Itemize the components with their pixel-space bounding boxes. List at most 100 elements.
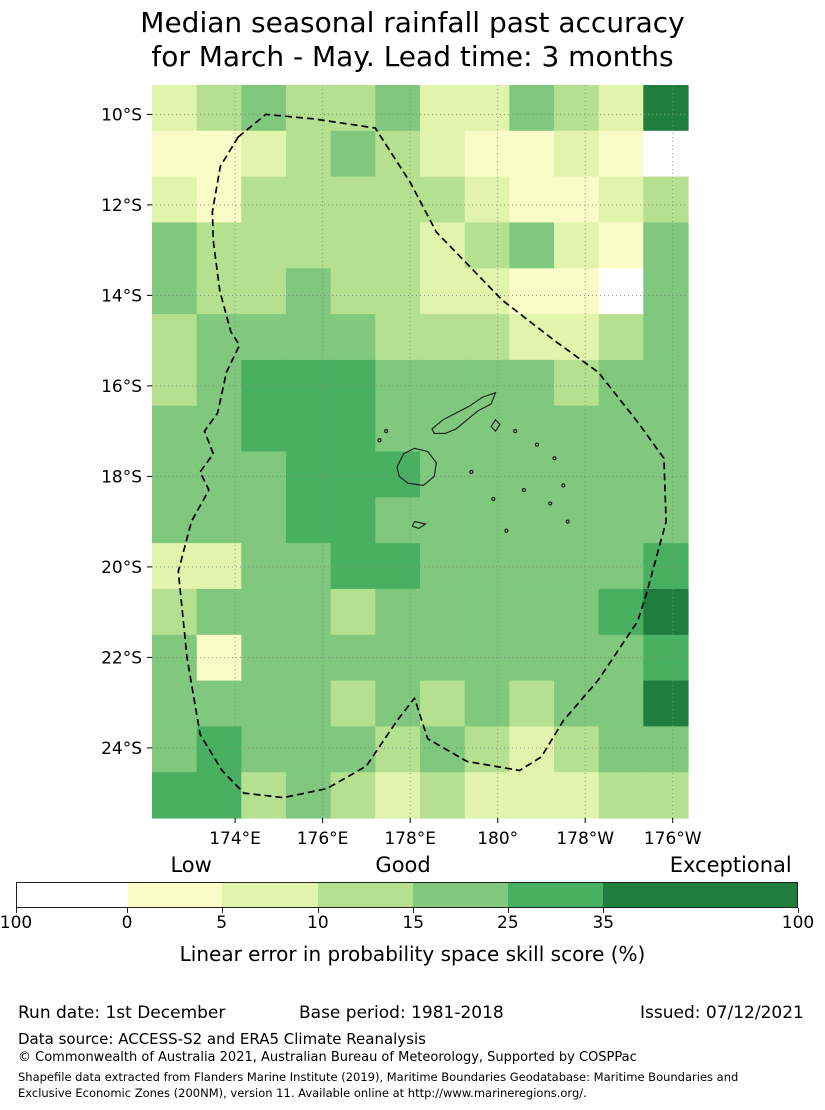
grid-cell: [152, 314, 198, 361]
grid-cell: [286, 130, 332, 178]
grid-cell: [330, 634, 376, 682]
grid-cell: [241, 543, 287, 590]
y-tick-label: 24°S: [101, 739, 142, 759]
grid-cell: [152, 543, 198, 590]
colorbar-category-labels: Low Good Exceptional: [16, 853, 798, 881]
grid-cell: [420, 588, 466, 636]
grid-cell: [375, 634, 421, 682]
grid-cell: [152, 85, 198, 132]
colorbar-tick-labels: 100 0 5 10 15 25 35 100: [0, 913, 814, 933]
grid-cell: [643, 130, 689, 178]
grid-cell: [286, 543, 332, 590]
grid-cell: [375, 497, 421, 544]
grid-cell: [598, 772, 644, 819]
grid-cell: [598, 359, 644, 407]
grid-cell: [330, 726, 376, 773]
grid-cell: [152, 680, 198, 727]
islet: [534, 442, 540, 447]
grid-cell: [330, 176, 376, 223]
grid-cell: [330, 222, 376, 269]
grid-cell: [152, 222, 198, 269]
island-vanua-levu: [431, 391, 497, 434]
grid-cell: [375, 405, 421, 453]
grid-cell: [598, 634, 644, 682]
grid-cell: [420, 268, 466, 315]
y-tick-label: 14°S: [101, 286, 142, 306]
grid-cell: [375, 451, 421, 498]
y-tick-label: 22°S: [101, 648, 142, 668]
grid-cell: [598, 405, 644, 453]
grid-cell: [554, 588, 600, 636]
colorbar-axis-label: Linear error in probability space skill …: [179, 942, 646, 966]
grid-cell: [196, 497, 242, 544]
grid-cell: [196, 680, 242, 727]
grid-cell: [643, 85, 689, 132]
islet: [513, 429, 518, 434]
y-tick-label: 10°S: [101, 105, 142, 125]
grid-cell: [554, 85, 600, 132]
grid-cell: [375, 680, 421, 727]
grid-cell: [286, 588, 332, 636]
grid-cell: [464, 268, 510, 315]
colorbar-tick: [221, 908, 223, 913]
colorbar-tick-label: 100: [0, 913, 33, 933]
grid-cell: [286, 634, 332, 682]
grid-cell: [598, 680, 644, 727]
grid-cell: [241, 359, 287, 407]
base-period-text: Base period: 1981-2018: [299, 1003, 504, 1023]
grid-cell: [375, 359, 421, 407]
grid-cell: [598, 451, 644, 498]
grid-cell: [554, 726, 600, 773]
grid-cell: [375, 176, 421, 223]
grid-cell: [509, 85, 555, 132]
grid-cell: [241, 588, 287, 636]
grid-cell: [420, 772, 466, 819]
grid-cell: [464, 588, 510, 636]
grid-cell: [330, 497, 376, 544]
grid-cell: [509, 772, 555, 819]
grid-cell: [286, 772, 332, 819]
grid-cell: [464, 85, 510, 132]
grid-cell: [152, 588, 198, 636]
grid-cell: [196, 543, 242, 590]
grid-cell: [554, 405, 600, 453]
grid-cell: [286, 726, 332, 773]
grid-cell: [509, 588, 555, 636]
grid-cell: [420, 726, 466, 773]
colorbar-tick: [413, 908, 415, 913]
grid-cell: [420, 451, 466, 498]
grid-cell: [420, 222, 466, 269]
grid-cell: [330, 543, 376, 590]
grid-cell: [196, 176, 242, 223]
axes: 174°E 176°E 178°E 180° 178°W 176°W 10°S 12°S 14°…: [101, 105, 702, 849]
issued-date-text: Issued: 07/12/2021: [640, 1003, 804, 1023]
grid-cell: [241, 680, 287, 727]
colorbar-tick: [603, 908, 605, 913]
figure-title: Median seasonal rainfall past accuracy f…: [0, 6, 825, 74]
grid-cell: [643, 772, 689, 819]
x-tick-label: 178°W: [556, 829, 614, 849]
grid-cell: [241, 451, 287, 498]
islet: [377, 438, 382, 443]
grid-cell: [375, 222, 421, 269]
colorbar: [16, 882, 798, 908]
grid-cell: [330, 588, 376, 636]
grid-cell: [196, 222, 242, 269]
grid-cell: [152, 451, 198, 498]
islet: [469, 469, 474, 474]
grid-cell: [643, 680, 689, 727]
island-coastlines: [377, 391, 570, 533]
grid-cell: [643, 726, 689, 773]
grid-cell: [554, 176, 600, 223]
grid-cell: [554, 634, 600, 682]
grid-cell: [152, 130, 198, 178]
colorbar-tick-label: 0: [121, 913, 133, 933]
grid-cell: [643, 634, 689, 682]
grid-cell: [643, 314, 689, 361]
grid-cell: [554, 772, 600, 819]
grid-cell: [375, 85, 421, 132]
colorbar-tick-label: 100: [781, 913, 815, 933]
colorbar-tick-label: 25: [497, 913, 519, 933]
grid-cell: [643, 451, 689, 498]
grid-cell: [241, 222, 287, 269]
